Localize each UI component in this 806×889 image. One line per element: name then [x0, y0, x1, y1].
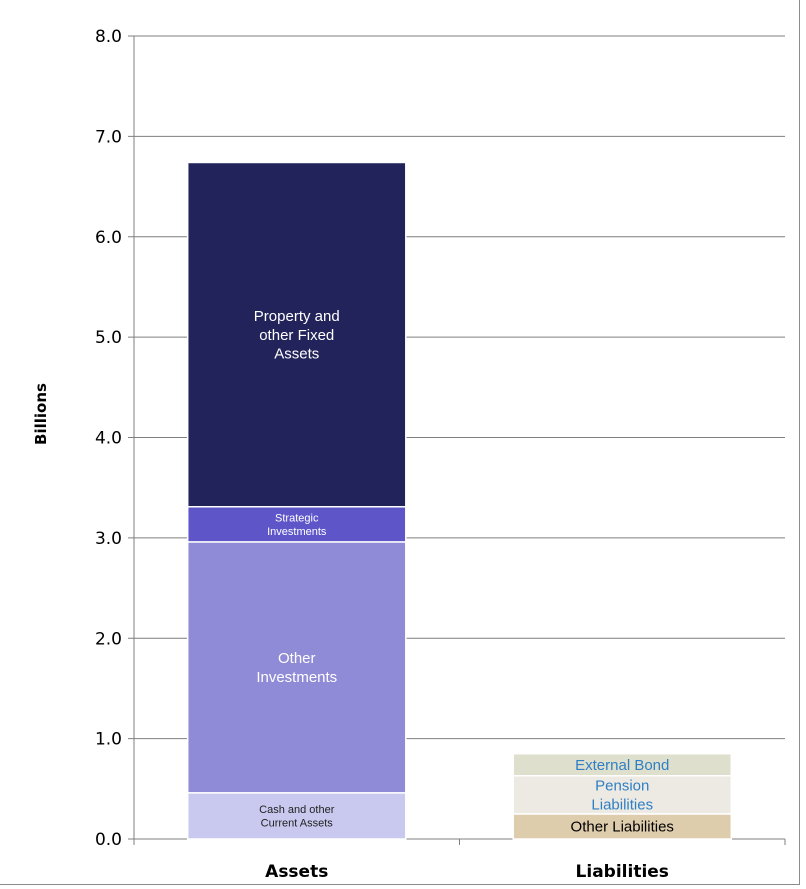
segment-label: Other Liabilities	[571, 819, 674, 836]
bar-segment	[512, 813, 733, 840]
segment-label: Investments	[256, 669, 337, 686]
segment-label: Cash and other	[259, 804, 335, 816]
segment-label: External Bond	[575, 757, 669, 774]
segment-label: Current Assets	[261, 818, 334, 830]
y-tick-label: 0.0	[95, 830, 122, 850]
y-tick-label: 7.0	[95, 127, 122, 147]
y-tick-label: 2.0	[95, 629, 122, 649]
bar-segment	[186, 792, 407, 840]
y-tick-label: 1.0	[95, 730, 122, 750]
x-category-label: Assets	[265, 862, 328, 882]
segment-label: Other	[278, 650, 316, 667]
bar-segment	[512, 775, 733, 815]
y-tick-label: 5.0	[95, 328, 122, 348]
bar-segment	[186, 161, 407, 508]
bar-segment	[186, 506, 407, 543]
y-tick-label: 8.0	[95, 27, 122, 47]
x-category-label: Liabilities	[576, 862, 669, 882]
y-tick-label: 3.0	[95, 529, 122, 549]
y-tick-label: 6.0	[95, 228, 122, 248]
segment-label: Liabilities	[591, 796, 653, 813]
segment-label: Investments	[267, 526, 327, 538]
segment-label: Strategic	[275, 512, 319, 524]
segment-label: other Fixed	[259, 327, 334, 344]
segment-label: Property and	[254, 308, 340, 325]
bar-segment	[186, 541, 407, 794]
y-axis-title: Billions	[32, 383, 50, 445]
segment-label: Pension	[595, 778, 649, 795]
y-tick-label: 4.0	[95, 429, 122, 449]
bar-segment	[512, 752, 733, 777]
segment-label: Assets	[274, 346, 319, 363]
